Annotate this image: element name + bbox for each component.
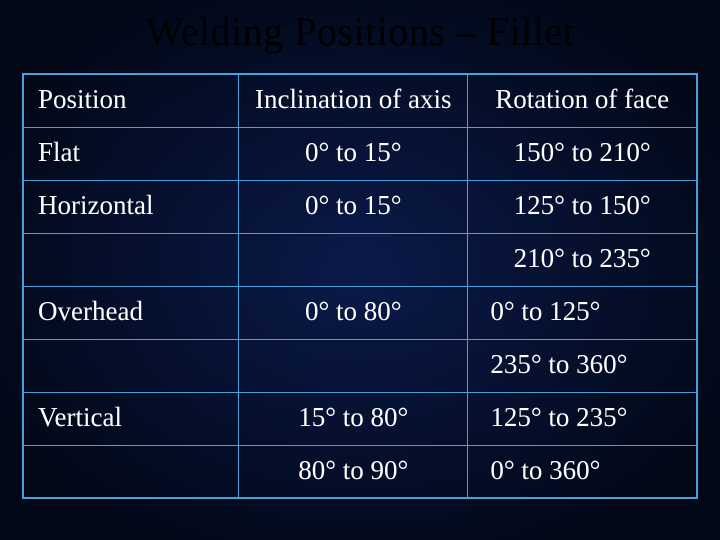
cell-inclination: 0° to 15° [239,180,468,233]
table-row: 80° to 90° 0° to 360° [23,445,697,498]
cell-inclination: 15° to 80° [239,392,468,445]
cell-rotation: 235° to 360° [468,339,697,392]
table-row: Flat 0° to 15° 150° to 210° [23,127,697,180]
table-row: 235° to 360° [23,339,697,392]
header-rotation: Rotation of face [468,74,697,127]
slide: Welding Positions – Fillet Position Incl… [0,0,720,540]
cell-position: Overhead [23,286,239,339]
cell-position [23,233,239,286]
cell-position [23,339,239,392]
cell-inclination [239,339,468,392]
table-row: Horizontal 0° to 15° 125° to 150° [23,180,697,233]
cell-rotation: 125° to 235° [468,392,697,445]
table-row: 210° to 235° [23,233,697,286]
slide-title: Welding Positions – Fillet [22,8,698,55]
positions-table: Position Inclination of axis Rotation of… [22,73,698,499]
cell-rotation: 0° to 360° [468,445,697,498]
cell-rotation: 210° to 235° [468,233,697,286]
table-row: Overhead 0° to 80° 0° to 125° [23,286,697,339]
cell-inclination [239,233,468,286]
cell-inclination: 80° to 90° [239,445,468,498]
cell-position: Horizontal [23,180,239,233]
table-header-row: Position Inclination of axis Rotation of… [23,74,697,127]
header-position: Position [23,74,239,127]
cell-position [23,445,239,498]
header-inclination: Inclination of axis [239,74,468,127]
cell-position: Flat [23,127,239,180]
cell-inclination: 0° to 80° [239,286,468,339]
cell-position: Vertical [23,392,239,445]
table-row: Vertical 15° to 80° 125° to 235° [23,392,697,445]
cell-rotation: 125° to 150° [468,180,697,233]
cell-inclination: 0° to 15° [239,127,468,180]
cell-rotation: 150° to 210° [468,127,697,180]
cell-rotation: 0° to 125° [468,286,697,339]
